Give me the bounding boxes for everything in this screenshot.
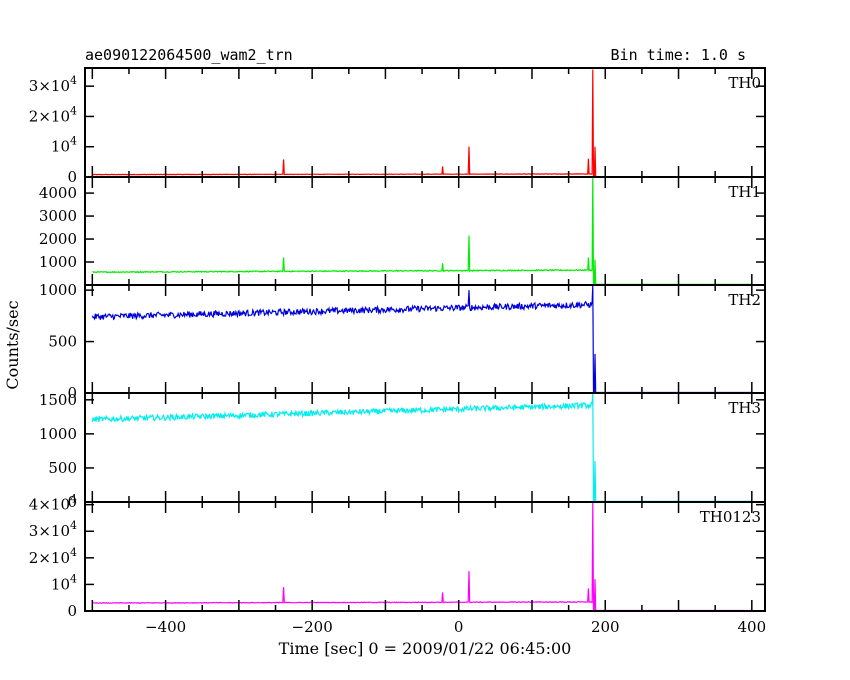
chart-title: ae090122064500_wam2_trn: [85, 46, 293, 64]
panel-label-th2: TH2: [728, 291, 761, 309]
y-tick-label: 104: [51, 572, 77, 593]
y-tick-label: 1000: [39, 425, 77, 443]
y-tick-label: 0: [67, 602, 77, 620]
y-tick-label: 1000: [39, 281, 77, 299]
x-tick-label: 400: [737, 618, 766, 636]
bin-time-label: Bin time: 1.0 s: [611, 46, 746, 64]
y-tick-label: 2000: [39, 230, 77, 248]
series-line-th1: [92, 176, 752, 285]
series-line-th2: [91, 284, 752, 394]
y-tick-label: 4×104: [29, 493, 77, 514]
y-tick-label: 3×104: [29, 519, 77, 540]
series-line-th0: [92, 69, 752, 178]
panel-label-th1: TH1: [728, 183, 761, 201]
panel-frame-th0: [84, 67, 766, 178]
y-tick-label: 4000: [39, 184, 77, 202]
y-tick-label: 104: [51, 135, 77, 156]
panel-frame-th0123: [84, 501, 766, 612]
x-tick-label: −400: [145, 618, 186, 636]
y-tick-label: 2×104: [29, 546, 77, 567]
panel-label-th0: TH0: [728, 74, 761, 92]
x-tick-label: 200: [591, 618, 620, 636]
y-tick-label: 3000: [39, 207, 77, 225]
y-tick-label: 1500: [39, 391, 77, 409]
y-tick-label: 500: [48, 459, 77, 477]
series-line-th0123: [92, 501, 752, 612]
panels-group: TH001042×1043×104TH11000200030004000TH20…: [29, 67, 766, 636]
series-line-th3: [91, 392, 752, 502]
panel-frame-th1: [84, 176, 766, 286]
y-tick-label: 3×104: [29, 74, 77, 95]
x-tick-label: 0: [454, 618, 464, 636]
panel-label-th0123: TH0123: [700, 508, 761, 526]
y-tick-label: 1000: [39, 253, 77, 271]
y-tick-label: 0: [67, 493, 77, 511]
y-tick-label: 0: [67, 384, 77, 402]
x-axis-title: Time [sec] 0 = 2009/01/22 06:45:00: [279, 639, 572, 658]
y-tick-label: 0: [67, 168, 77, 186]
y-tick-label: 500: [48, 333, 77, 351]
y-axis-title: Counts/sec: [3, 300, 22, 389]
panel-frame-th2: [84, 284, 766, 394]
panel-label-th3: TH3: [728, 399, 761, 417]
x-tick-label: −200: [292, 618, 333, 636]
y-tick-label: 2×104: [29, 104, 77, 125]
